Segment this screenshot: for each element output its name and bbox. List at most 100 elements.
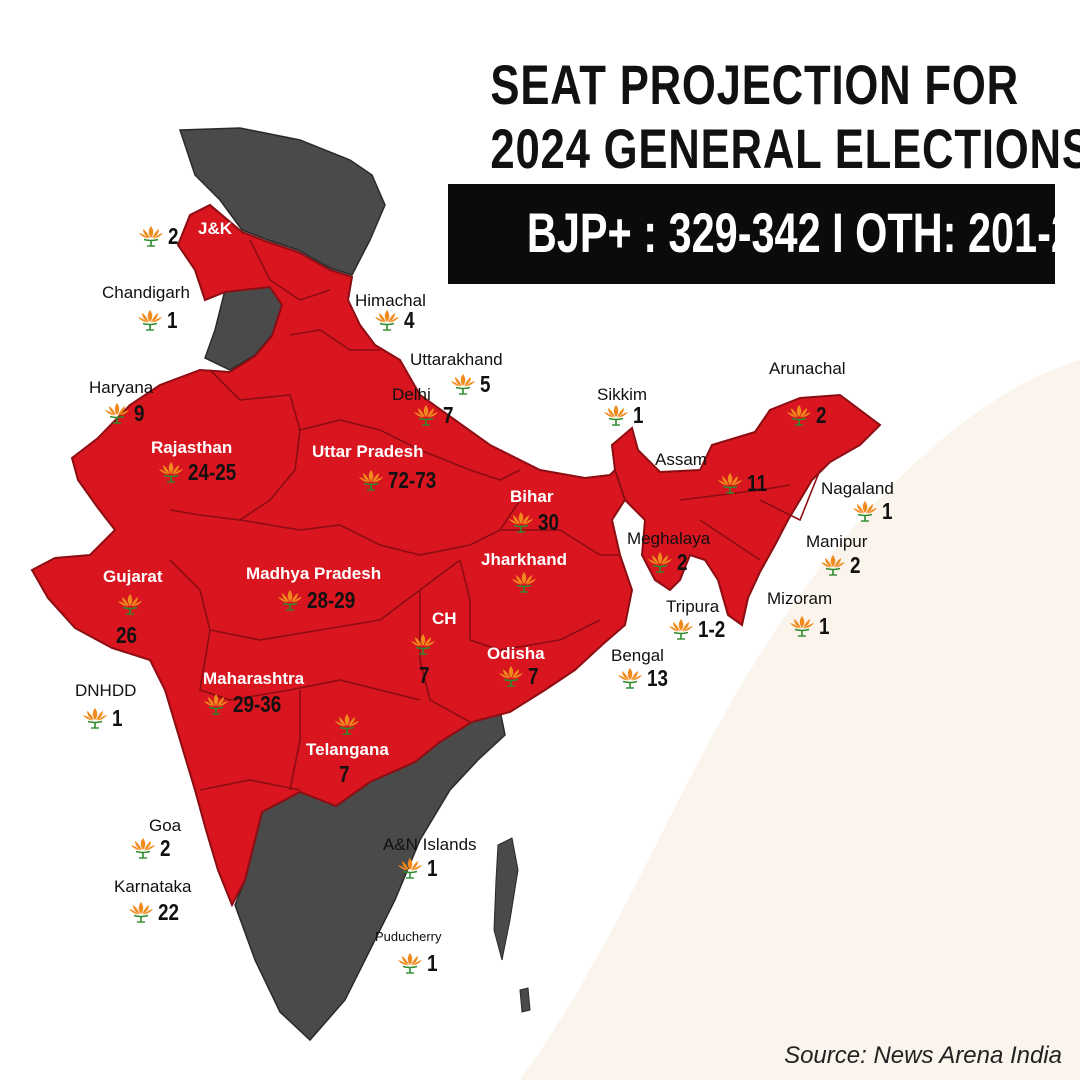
region-seats-haryana: 9 — [104, 401, 147, 425]
region-seats-karnataka: 22 — [128, 900, 184, 924]
region-label-mizoram: Mizoram — [767, 589, 833, 608]
region-seats-sikkim: 1 — [603, 403, 646, 427]
region-label-an-islands: A&N Islands — [383, 835, 477, 854]
lotus-icon — [498, 664, 524, 688]
seat-count: 5 — [480, 370, 491, 397]
region-label-jharkhand: Jharkhand — [481, 550, 567, 569]
region-label-chandigarh: Chandigarh — [102, 283, 190, 302]
region-label-tripura: Tripura — [666, 597, 720, 616]
region-seats-madhya-pradesh: 28-29 — [277, 588, 366, 612]
region-label-himachal: Himachal — [355, 291, 426, 310]
seat-count: 72-73 — [388, 466, 437, 493]
lotus-icon — [820, 553, 846, 577]
seat-count: 2 — [677, 548, 688, 575]
seat-count: 1 — [167, 306, 178, 333]
region-label-gujarat: Gujarat — [103, 567, 163, 586]
lotus-icon — [82, 706, 108, 730]
lotus-icon — [786, 403, 812, 427]
lotus-icon — [647, 550, 673, 574]
lotus-icon — [413, 403, 439, 427]
region-label-rajasthan: Rajasthan — [151, 438, 233, 457]
region-seats-chandigarh: 1 — [137, 308, 180, 332]
seat-count: 2 — [160, 834, 171, 861]
region-seats-himachal: 4 — [374, 308, 417, 332]
region-seats-telangana: 7 — [339, 763, 352, 786]
region-seats-puducherry: 1 — [397, 951, 440, 975]
region-seats-assam: 11 — [717, 471, 771, 495]
lotus-icon — [397, 856, 423, 880]
region-label-dnhdd: DNHDD — [75, 681, 137, 700]
region-seats-gujarat: 26 — [116, 624, 142, 647]
region-label-assam: Assam — [655, 450, 707, 469]
region-label-meghalaya: Meghalaya — [627, 529, 711, 548]
seat-count: 24-25 — [188, 458, 237, 485]
region-label-uttarakhand: Uttarakhand — [410, 350, 503, 369]
region-label-odisha: Odisha — [487, 644, 545, 663]
title-line-1: SEAT PROJECTION FOR — [490, 53, 1019, 116]
region-seats-goa: 2 — [130, 836, 173, 860]
region-seats-an-islands: 1 — [397, 856, 440, 880]
region-seats-bengal: 13 — [617, 666, 673, 690]
seat-count: 7 — [443, 401, 454, 428]
region-label-karnataka: Karnataka — [114, 877, 192, 896]
region-label-sikkim: Sikkim — [597, 385, 648, 404]
seat-count: 28-29 — [307, 586, 356, 613]
lotus-icon — [358, 468, 384, 492]
region-andaman-shape — [493, 837, 531, 1013]
seat-count: 22 — [158, 898, 179, 925]
lotus-icon — [617, 666, 643, 690]
title-line-2: 2024 GENERAL ELECTIONS — [490, 117, 1080, 180]
region-label-telangana: Telangana — [306, 740, 389, 759]
region-seats-arunachal: 2 — [786, 403, 829, 427]
region-seats-nagaland: 1 — [852, 499, 895, 523]
region-seats-jk: 2 — [138, 224, 181, 248]
lotus-icon — [508, 510, 534, 534]
region-label-manipur: Manipur — [806, 532, 868, 551]
seat-count: 1 — [112, 704, 123, 731]
region-seats-rajasthan: 24-25 — [158, 460, 247, 484]
lotus-icon — [511, 570, 537, 594]
seat-count: 26 — [116, 622, 137, 648]
region-label-maharashtra: Maharashtra — [203, 669, 305, 688]
seat-count: 7 — [339, 761, 350, 787]
region-seats-delhi: 7 — [413, 403, 456, 427]
lotus-icon — [397, 951, 423, 975]
seat-count: 9 — [134, 399, 145, 426]
lotus-icon — [130, 836, 156, 860]
lotus-icon — [717, 471, 743, 495]
lotus-icon — [450, 372, 476, 396]
lotus-icon — [117, 592, 143, 616]
region-seats-ch-icon — [410, 632, 436, 656]
region-seats-odisha: 7 — [498, 664, 541, 688]
lotus-icon — [668, 617, 694, 641]
region-seats-tripura: 1-2 — [668, 617, 731, 641]
seat-count: 1 — [633, 401, 644, 428]
region-label-goa: Goa — [149, 816, 182, 835]
seat-count: 30 — [538, 508, 559, 535]
region-label-bihar: Bihar — [510, 487, 554, 506]
region-seats-mizoram: 1 — [789, 614, 832, 638]
lotus-icon — [852, 499, 878, 523]
region-label-arunachal: Arunachal — [769, 359, 846, 378]
region-ladakh-shape — [178, 127, 386, 276]
seat-count: 2 — [850, 551, 861, 578]
region-seats-maharashtra: 29-36 — [203, 692, 292, 716]
region-label-haryana: Haryana — [89, 378, 154, 397]
region-label-nagaland: Nagaland — [821, 479, 894, 498]
source-credit: Source: News Arena India — [784, 1042, 1062, 1069]
region-seats-dnhdd: 1 — [82, 706, 125, 730]
region-seats-uttarakhand: 5 — [450, 372, 493, 396]
lotus-icon — [374, 308, 400, 332]
lotus-icon — [277, 588, 303, 612]
seat-count: 7 — [528, 662, 539, 689]
region-seats-meghalaya: 2 — [647, 550, 690, 574]
region-label-delhi: Delhi — [392, 385, 431, 404]
region-mainland-shape — [30, 203, 642, 908]
region-northeast-shape — [610, 393, 882, 627]
region-seats-telangana-icon — [334, 712, 360, 736]
region-label-jk: J&K — [198, 219, 233, 238]
lotus-icon — [128, 900, 154, 924]
seat-count: 11 — [747, 469, 767, 496]
